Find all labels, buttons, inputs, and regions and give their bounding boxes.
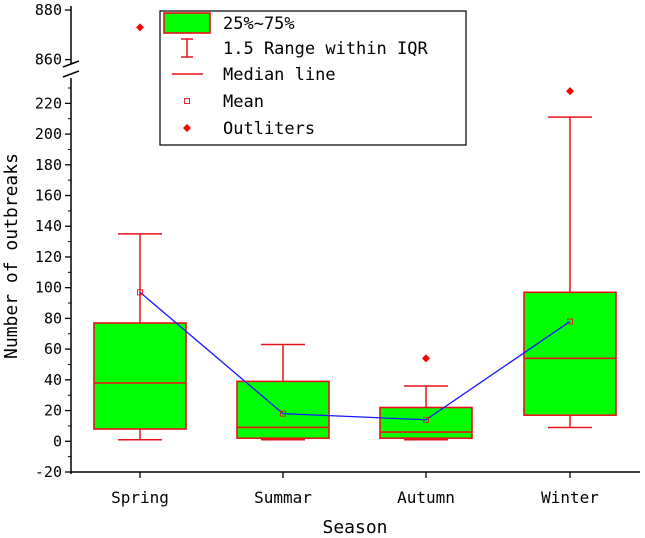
outlier-point — [422, 354, 430, 363]
y-tick-label: 140 — [35, 217, 62, 235]
axes: -20 0 20 40 60 80 100 120 140 160 180 200 220 860 880 S… — [35, 1, 640, 507]
iqr-box — [379, 406, 473, 440]
legend: 25%~75% 1.5 Range within IQR Median line Me… — [159, 10, 467, 146]
mean-layer — [137, 289, 573, 423]
box-summar — [236, 343, 330, 441]
y-tick-label: 120 — [35, 248, 62, 266]
iqr-box — [93, 322, 187, 430]
x-tick-label: Spring — [111, 488, 169, 507]
mean-marker — [137, 289, 143, 296]
mean-marker — [280, 410, 286, 417]
legend-item-median: Median line — [172, 65, 336, 85]
legend-frame — [159, 10, 467, 146]
y-tick-label: 80 — [44, 309, 62, 327]
x-tick-label: Winter — [541, 488, 599, 507]
y-tick-label: 880 — [35, 1, 62, 19]
iqr-box — [523, 291, 617, 416]
iqr-box — [236, 380, 330, 440]
box-autumn — [379, 354, 473, 441]
legend-item-box: 25%~75% — [163, 12, 295, 34]
legend-label: Outliters — [223, 119, 315, 139]
y-tick-label: 860 — [35, 51, 62, 69]
y-tick-label: 0 — [53, 432, 62, 450]
legend-item-mean: Mean — [184, 92, 264, 112]
mean-marker — [567, 318, 573, 325]
y-tick-label: 180 — [35, 156, 62, 174]
x-tick-label: Autumn — [397, 488, 455, 507]
y-tick-label: 100 — [35, 279, 62, 297]
y-tick-label: 200 — [35, 125, 62, 143]
legend-label: Median line — [223, 65, 336, 85]
legend-box-swatch — [163, 12, 211, 34]
y-axis-break-mark — [62, 70, 80, 78]
y-tick-label: -20 — [35, 463, 62, 481]
legend-item-whisker: 1.5 Range within IQR — [181, 38, 428, 59]
box-winter — [523, 87, 617, 429]
box-spring — [93, 23, 187, 441]
legend-label: Mean — [223, 92, 264, 112]
y-tick-label: 160 — [35, 187, 62, 205]
y-tick-label: 60 — [44, 340, 62, 358]
outlier-point — [136, 23, 144, 32]
boxes-layer — [93, 23, 617, 441]
legend-item-outlier: Outliters — [183, 119, 315, 139]
outlier-point — [566, 87, 574, 96]
y-tick-label: 40 — [44, 371, 62, 389]
legend-label: 1.5 Range within IQR — [223, 39, 428, 59]
y-tick-label: 20 — [44, 402, 62, 420]
x-tick-label: Summar — [254, 488, 312, 507]
y-tick-label: 220 — [35, 94, 62, 112]
y-axis-title: Number of outbreaks — [1, 153, 22, 359]
y-axis-break-mark — [62, 60, 80, 68]
x-axis-title: Season — [322, 517, 387, 538]
mean-connecting-line — [139, 291, 571, 421]
legend-outlier-swatch — [183, 124, 191, 132]
legend-label: 25%~75% — [223, 14, 295, 34]
mean-marker — [423, 416, 429, 423]
legend-mean-swatch — [184, 98, 190, 104]
